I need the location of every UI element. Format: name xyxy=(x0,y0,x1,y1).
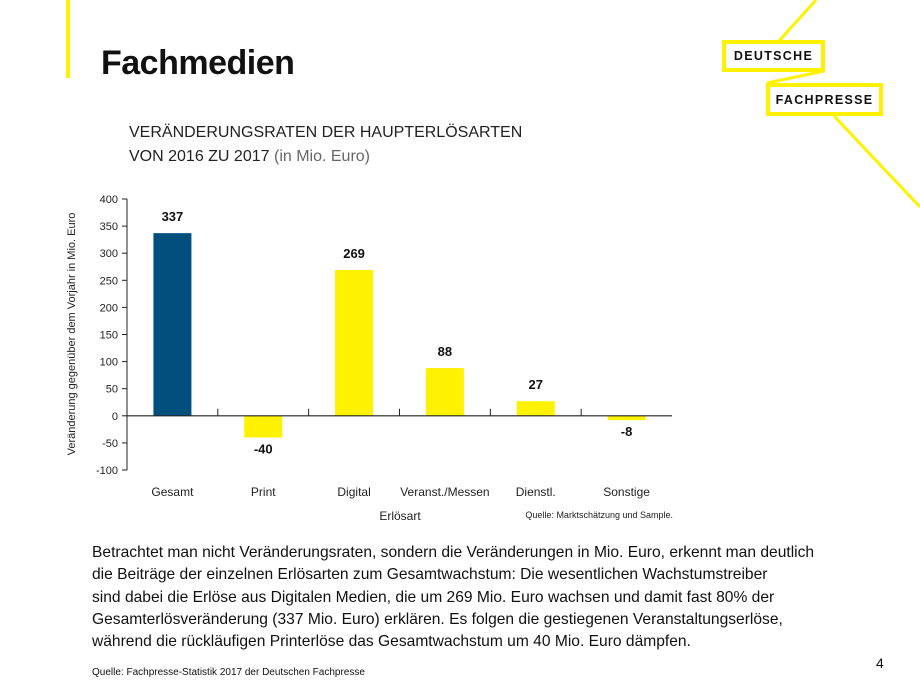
data-label: 337 xyxy=(162,209,184,224)
bar-sonstige xyxy=(607,415,646,421)
y-tick-label: 0 xyxy=(112,411,118,423)
y-tick-label: 250 xyxy=(100,275,118,287)
y-tick-label: 50 xyxy=(106,384,118,396)
logo-deutsche: DEUTSCHE xyxy=(722,40,825,72)
data-label: 88 xyxy=(438,344,452,359)
body-line: während die rückläufigen Printerlöse das… xyxy=(92,633,691,651)
chart-unit: (in Mio. Euro) xyxy=(273,148,371,165)
x-tick-label: Digital xyxy=(337,485,370,499)
body-line: Betrachtet man nicht Veränderungsraten, … xyxy=(92,544,815,561)
data-label: 27 xyxy=(529,377,543,392)
bar-chart: 400 350 300 250 200 150 100 50 0 -50 -100 337 -40 26… xyxy=(66,194,673,523)
y-tick-label: 200 xyxy=(100,302,118,314)
bar-gesamt xyxy=(153,233,192,416)
chart-subtitle-years: VON 2016 ZU 2017 xyxy=(129,148,270,165)
accent-bar xyxy=(66,0,70,78)
bars: 337 -40 269 88 27 -8 xyxy=(153,209,646,456)
page-title: Fachmedien xyxy=(101,44,295,82)
bar-veranst-messen xyxy=(425,368,464,416)
body-text: Betrachtet man nicht Veränderungsraten, … xyxy=(92,542,814,653)
x-tick-label: Dienstl. xyxy=(516,485,556,499)
y-tick-label: 350 xyxy=(100,221,118,233)
bar-dienstl- xyxy=(516,401,555,416)
body-line: Gesamterlösveränderung (337 Mio. Euro) e… xyxy=(92,610,783,628)
x-tick-label: Veranst./Messen xyxy=(400,485,489,499)
x-tick-label: Sonstige xyxy=(603,485,650,499)
x-axis: Gesamt Print Digital Veranst./Messen Dienstl… xyxy=(127,408,672,499)
body-line: die Beiträge der einzelnen Erlösarten zu… xyxy=(92,566,768,584)
x-tick-label: Gesamt xyxy=(151,485,194,499)
y-tick-label: 400 xyxy=(100,194,118,206)
bar-digital xyxy=(335,270,374,416)
y-axis-label: Veränderung gegenüber dem Vorjahr in Mio… xyxy=(66,213,78,456)
data-label: -8 xyxy=(621,424,633,439)
data-label: 269 xyxy=(343,246,365,261)
x-tick-label: Print xyxy=(251,485,276,499)
chart-subtitle: VON 2016 ZU 2017 (in Mio. Euro) xyxy=(129,148,370,166)
y-tick-label: 150 xyxy=(100,330,118,342)
source-note: Quelle: Fachpresse-Statistik 2017 der De… xyxy=(92,667,365,678)
x-axis-label: Erlösart xyxy=(379,509,421,523)
page-number: 4 xyxy=(876,655,884,671)
body-line: sind dabei die Erlöse aus Digitalen Medi… xyxy=(92,588,775,606)
y-tick-label: 100 xyxy=(100,357,118,369)
data-label: -40 xyxy=(254,441,273,456)
y-tick-label: -100 xyxy=(96,465,118,477)
y-axis: 400 350 300 250 200 150 100 50 0 -50 -100 xyxy=(96,194,128,477)
logo-fachpresse: FACHPRESSE xyxy=(766,83,883,116)
chart-source-note: Quelle: Marktschätzung und Sample. xyxy=(525,510,673,520)
bar-print xyxy=(244,415,283,438)
y-tick-label: 300 xyxy=(100,248,118,260)
y-tick-label: -50 xyxy=(102,438,118,450)
chart-title: VERÄNDERUNGSRATEN DER HAUPTERLÖSARTEN xyxy=(129,124,523,141)
